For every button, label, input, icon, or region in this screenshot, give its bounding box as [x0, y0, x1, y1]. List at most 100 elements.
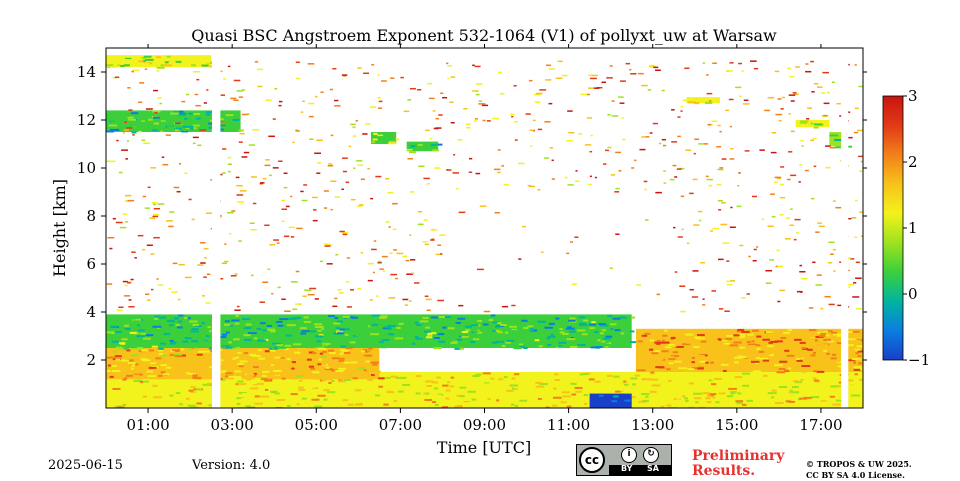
speckle: [721, 339, 728, 342]
speckle: [778, 385, 788, 388]
cc-by-sa-license-badge[interactable]: cc i ↻ BY SA: [576, 444, 672, 476]
speckle: [666, 368, 671, 371]
speckle: [224, 340, 230, 343]
speckle: [342, 399, 348, 402]
noise-speckle: [854, 107, 859, 110]
speckle: [695, 98, 700, 101]
speckle: [831, 331, 838, 334]
noise-speckle: [724, 310, 730, 312]
speckle: [690, 350, 700, 353]
noise-speckle: [750, 60, 757, 62]
speckle: [492, 329, 496, 332]
speckle: [237, 383, 247, 386]
noise-speckle: [387, 192, 394, 194]
speckle: [172, 349, 181, 352]
speckle: [140, 380, 150, 383]
noise-speckle: [424, 295, 429, 298]
noise-speckle: [810, 60, 814, 63]
speckle: [704, 351, 708, 354]
speckle: [300, 332, 307, 335]
noise-speckle: [371, 64, 375, 66]
speckle: [463, 400, 467, 403]
speckle: [192, 55, 201, 58]
speckle: [601, 329, 607, 332]
speckle: [372, 138, 378, 141]
noise-speckle: [162, 163, 169, 166]
speckle: [159, 403, 169, 406]
speckle: [782, 396, 788, 399]
noise-speckle: [774, 176, 782, 179]
speckle: [166, 55, 171, 58]
noise-speckle: [720, 223, 728, 226]
speckle: [125, 399, 131, 402]
speckle: [301, 397, 307, 400]
speckle: [178, 110, 184, 113]
speckle: [675, 345, 684, 348]
speckle: [260, 322, 266, 325]
noise-speckle: [641, 84, 648, 87]
speckle: [661, 350, 669, 353]
noise-speckle: [342, 233, 348, 236]
noise-speckle: [147, 186, 151, 189]
noise-speckle: [238, 96, 244, 98]
noise-speckle: [283, 186, 288, 189]
speckle: [659, 345, 663, 348]
noise-speckle: [832, 200, 836, 202]
speckle: [392, 319, 402, 322]
speckle: [397, 390, 404, 393]
speckle: [756, 371, 762, 374]
speckle: [837, 342, 844, 345]
speckle: [201, 350, 210, 353]
speckle: [654, 341, 664, 344]
speckle: [706, 401, 712, 404]
noise-speckle: [567, 110, 573, 112]
speckle: [221, 370, 227, 373]
noise-speckle: [121, 149, 129, 151]
speckle: [509, 332, 515, 335]
noise-speckle: [779, 214, 784, 216]
speckle: [590, 403, 597, 406]
noise-speckle: [352, 126, 356, 129]
speckle: [568, 319, 576, 322]
speckle: [205, 111, 214, 114]
speckle: [372, 338, 378, 341]
noise-speckle: [205, 212, 213, 214]
noise-speckle: [154, 111, 158, 114]
speckle: [519, 343, 524, 346]
speckle: [273, 346, 280, 349]
speckle: [854, 348, 861, 351]
speckle: [152, 328, 161, 331]
speckle: [669, 337, 674, 340]
noise-speckle: [634, 159, 637, 162]
speckle: [518, 341, 527, 344]
noise-speckle: [588, 74, 592, 76]
speckle: [487, 398, 491, 401]
noise-speckle: [128, 299, 132, 301]
speckle: [559, 331, 565, 334]
speckle: [357, 367, 365, 370]
speckle: [331, 357, 340, 360]
noise-speckle: [127, 282, 131, 284]
noise-speckle: [457, 139, 463, 141]
speckle: [854, 367, 861, 370]
noise-speckle: [283, 172, 288, 175]
speckle: [685, 399, 689, 402]
noise-speckle: [528, 79, 533, 82]
speckle: [237, 347, 245, 350]
speckle: [258, 357, 266, 360]
speckle: [179, 361, 188, 364]
speckle: [274, 392, 280, 395]
speckle: [277, 324, 284, 327]
speckle: [769, 381, 778, 384]
speckle: [226, 121, 235, 124]
noise-speckle: [114, 76, 120, 79]
speckle: [121, 338, 126, 341]
speckle: [321, 327, 325, 330]
noise-speckle: [788, 151, 793, 153]
noise-speckle: [544, 121, 551, 123]
speckle: [235, 383, 240, 386]
noise-speckle: [228, 232, 232, 235]
noise-speckle: [711, 120, 718, 123]
noise-speckle: [191, 218, 195, 221]
